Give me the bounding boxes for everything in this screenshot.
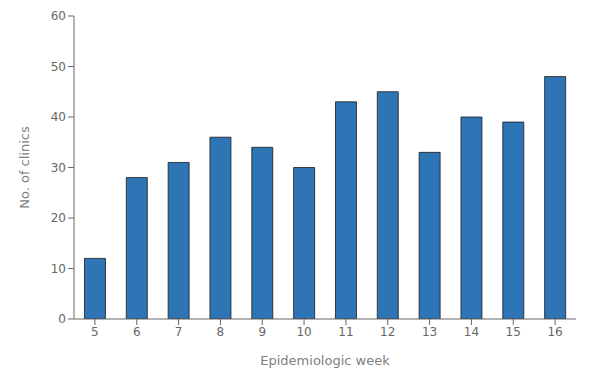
svg-text:11: 11 [338,325,353,339]
svg-text:6: 6 [133,325,141,339]
svg-text:12: 12 [380,325,395,339]
svg-text:60: 60 [51,9,66,23]
svg-text:10: 10 [51,262,66,276]
svg-text:10: 10 [296,325,311,339]
svg-text:14: 14 [464,325,479,339]
svg-text:5: 5 [91,325,99,339]
svg-text:40: 40 [51,110,66,124]
svg-text:0: 0 [58,312,66,326]
svg-text:7: 7 [175,325,183,339]
svg-text:16: 16 [547,325,562,339]
svg-text:No. of clinics: No. of clinics [17,126,32,209]
svg-text:15: 15 [506,325,521,339]
svg-text:20: 20 [51,211,66,225]
svg-text:Epidemiologic week: Epidemiologic week [260,353,390,368]
svg-text:13: 13 [422,325,437,339]
svg-text:8: 8 [217,325,225,339]
svg-text:9: 9 [258,325,266,339]
svg-text:50: 50 [51,60,66,74]
svg-text:30: 30 [51,161,66,175]
